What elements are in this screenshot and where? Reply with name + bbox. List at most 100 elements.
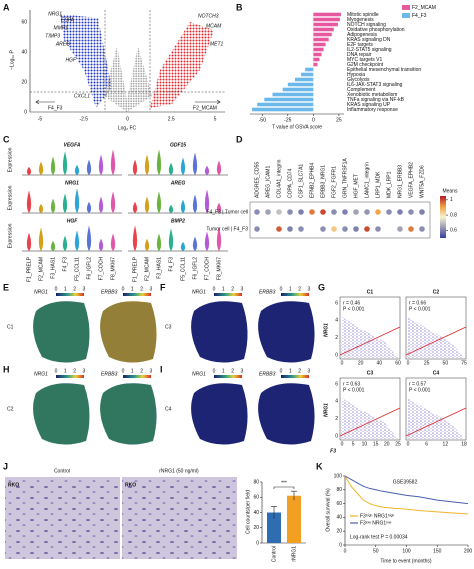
bar	[313, 22, 338, 27]
colorbar-tick: 2	[73, 286, 76, 292]
y-tick-label: 0	[256, 540, 259, 546]
category-label: Mitotic spindle	[347, 12, 379, 18]
y-tick-label: 0	[339, 542, 342, 548]
dot	[254, 226, 260, 232]
violin-shape	[168, 228, 174, 252]
category-label: E2F targets	[347, 42, 373, 48]
violin-shape	[156, 233, 162, 252]
gene-title: NRG1	[65, 180, 79, 186]
x-tick-label: rNRG1	[291, 546, 297, 562]
gene-label: NOTCH3	[198, 13, 219, 19]
dot	[331, 209, 337, 215]
y-tick-label: 40	[336, 515, 342, 521]
category-label: DNA repair	[347, 52, 372, 58]
panel-title: C1	[367, 289, 374, 295]
dot	[386, 209, 392, 215]
legend-label: F3ʰⁱᵍʰ NRG1ʰⁱᵍʰ	[360, 512, 394, 519]
pair-label: LRP1_MDK	[375, 171, 381, 198]
x-tick-label: 0	[341, 441, 344, 447]
legend-swatch	[402, 13, 410, 18]
x-axis-label: T value of GSVA score	[272, 124, 322, 130]
violin-shape	[204, 231, 210, 252]
category-label: IL6-JAK-STAT3 signaling	[347, 82, 403, 88]
gene-label: ERBB3	[101, 289, 118, 295]
violin-shape	[216, 202, 222, 214]
x-tick-label: Control	[271, 546, 277, 562]
panel-label: A	[3, 2, 10, 12]
colorbar-tick: 1	[64, 286, 67, 292]
dot	[265, 209, 271, 215]
violin-shape	[132, 225, 138, 252]
annotation: Log-rank test P = 0.00034	[350, 534, 408, 540]
cluster-label: C3	[165, 324, 172, 330]
arrow	[35, 99, 55, 105]
gene-title: VEGFA	[64, 142, 81, 148]
x-tick-label: 0	[407, 441, 410, 447]
x-axis-label: Time to event (months)	[380, 558, 432, 564]
violin-shape	[144, 238, 150, 252]
colorbar-tick: 2	[73, 368, 76, 374]
tissue-section	[33, 383, 90, 445]
pair-label: COPA_CD74	[287, 168, 293, 198]
bar	[264, 97, 314, 102]
colorbar-tick: 2	[298, 368, 301, 374]
violin-shape	[110, 191, 116, 214]
colorbar-tick: 2	[231, 368, 234, 374]
error-bar	[271, 506, 277, 519]
stat-r: r = 0.57	[409, 381, 426, 387]
y-tick-label: 80	[336, 487, 342, 493]
dot	[408, 226, 414, 232]
colorbar-tick: 0.8	[450, 212, 457, 218]
survival-curve	[344, 475, 469, 515]
colorbar	[56, 293, 84, 296]
violin-shape	[50, 156, 56, 176]
dot	[408, 209, 414, 215]
colorbar-tick: 0	[122, 368, 125, 374]
violin-shape	[98, 154, 104, 176]
category-label: Epithelial mesenchymal transition	[347, 67, 421, 73]
microscopy-image	[122, 477, 237, 559]
violin-shape	[38, 161, 44, 176]
violin-shape	[110, 149, 116, 176]
x-tick-label: 25	[424, 360, 430, 366]
y-axis-label: −Log₁₀ P	[9, 49, 15, 69]
dot	[353, 209, 359, 215]
gene-label: NRG1	[34, 289, 48, 295]
violin-shape	[38, 203, 44, 214]
microscopy-image	[5, 477, 120, 559]
y-tick-label: 20	[253, 525, 259, 531]
category-label: NOTCH signaling	[347, 22, 386, 28]
colorbar-title: Means	[442, 188, 458, 194]
cluster-label: F5_CCL11	[74, 257, 80, 281]
dot	[419, 226, 425, 232]
x-tick-label: -2.5	[79, 116, 88, 122]
cluster-label: C1	[7, 324, 14, 330]
significance: ***	[281, 480, 287, 486]
colorbar-tick: 2	[298, 286, 301, 292]
dot	[364, 226, 370, 232]
panel-label: C	[3, 134, 10, 144]
panel-label: H	[3, 364, 10, 374]
colorbar	[56, 375, 84, 378]
colorbar-tick: 0.6	[450, 228, 457, 234]
colorbar-tick: 3	[150, 368, 153, 374]
pair-label: ERBB3_NRG1	[320, 165, 326, 198]
gene-label: NRG1	[192, 289, 206, 295]
colorbar-tick: 3	[308, 286, 311, 292]
colorbar-tick: 0	[280, 368, 283, 374]
cluster-label: F2_MCAM	[144, 257, 150, 281]
y-axis-label: Overall survival (%)	[325, 488, 331, 532]
violin-shape	[192, 194, 198, 214]
dot	[298, 209, 304, 215]
pair-label: HGF_MET	[353, 174, 359, 198]
x-tick-label: 25	[336, 117, 342, 123]
stat-p: P < 0.001	[343, 387, 365, 393]
colorbar-tick: 3	[83, 286, 86, 292]
colorbar-tick: 3	[308, 368, 311, 374]
pair-label: GRN_TNFRSF1A	[342, 158, 348, 198]
group-label: F2_MCAM	[193, 105, 217, 111]
gene-label: CXCL1	[74, 93, 90, 99]
dot	[309, 209, 315, 215]
cluster-label: F4_F3	[168, 257, 174, 272]
